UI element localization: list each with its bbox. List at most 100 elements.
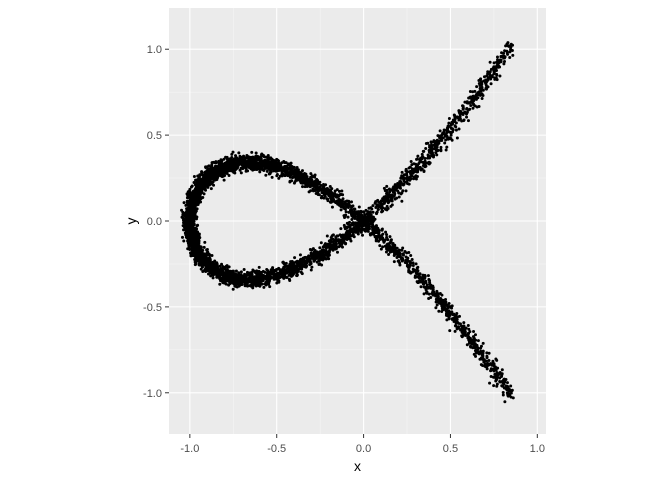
scatter-point xyxy=(249,163,252,166)
scatter-point xyxy=(478,351,481,354)
scatter-point xyxy=(467,119,470,122)
scatter-point xyxy=(367,230,370,233)
scatter-point xyxy=(385,185,388,188)
scatter-point xyxy=(455,312,458,315)
scatter-point xyxy=(343,216,346,219)
scatter-point xyxy=(308,259,311,262)
scatter-point xyxy=(283,265,286,268)
scatter-point xyxy=(275,174,278,177)
scatter-point xyxy=(263,160,266,163)
scatter-point xyxy=(245,283,248,286)
scatter-point xyxy=(320,196,323,199)
scatter-point xyxy=(301,185,304,188)
scatter-point xyxy=(231,271,234,274)
scatter-point xyxy=(294,264,297,267)
scatter-point xyxy=(196,199,199,202)
scatter-point xyxy=(252,162,255,165)
scatter-point xyxy=(508,393,511,396)
scatter-point xyxy=(198,176,201,179)
scatter-point xyxy=(429,296,432,299)
scatter-point xyxy=(291,274,294,277)
scatter-point xyxy=(495,376,498,379)
scatter-point xyxy=(370,221,373,224)
scatter-point xyxy=(236,161,239,164)
scatter-point xyxy=(252,270,255,273)
scatter-point xyxy=(430,149,433,152)
scatter-point xyxy=(255,270,258,273)
scatter-point xyxy=(440,139,443,142)
scatter-point xyxy=(426,284,429,287)
scatter-point xyxy=(184,204,187,207)
scatter-point xyxy=(353,215,356,218)
scatter-point xyxy=(485,87,488,90)
scatter-point xyxy=(378,238,381,241)
scatter-point xyxy=(431,155,434,158)
scatter-point xyxy=(406,179,409,182)
scatter-point xyxy=(232,288,235,291)
scatter-point xyxy=(478,358,481,361)
scatter-point xyxy=(203,192,206,195)
scatter-point xyxy=(324,183,327,186)
scatter-point xyxy=(285,271,288,274)
scatter-point xyxy=(380,207,383,210)
scatter-point xyxy=(375,238,378,241)
scatter-point xyxy=(201,196,204,199)
scatter-point xyxy=(384,231,387,234)
scatter-point xyxy=(276,272,279,275)
scatter-point xyxy=(187,228,190,231)
scatter-point xyxy=(289,169,292,172)
scatter-point xyxy=(485,360,488,363)
scatter-point xyxy=(204,181,207,184)
scatter-point xyxy=(255,157,258,160)
scatter-point xyxy=(282,161,285,164)
scatter-point xyxy=(282,262,285,265)
scatter-point xyxy=(197,203,200,206)
scatter-point xyxy=(470,96,473,99)
scatter-point xyxy=(269,157,272,160)
scatter-point xyxy=(292,267,295,270)
scatter-point xyxy=(183,201,186,204)
scatter-point xyxy=(218,274,221,277)
scatter-point xyxy=(435,142,438,145)
scatter-point xyxy=(348,233,351,236)
scatter-point xyxy=(198,252,201,255)
scatter-point xyxy=(480,86,483,89)
scatter-point xyxy=(300,267,303,270)
scatter-point xyxy=(423,292,426,295)
scatter-point xyxy=(424,160,427,163)
scatter-point xyxy=(463,111,466,114)
scatter-point xyxy=(428,144,431,147)
scatter-point xyxy=(249,279,252,282)
scatter-point xyxy=(475,85,478,88)
scatter-point xyxy=(436,134,439,137)
scatter-point xyxy=(287,173,290,176)
scatter-point xyxy=(506,53,509,56)
scatter-point xyxy=(454,125,457,128)
scatter-point xyxy=(337,238,340,241)
scatter-point xyxy=(418,276,421,279)
scatter-point xyxy=(289,267,292,270)
scatter-point xyxy=(231,275,234,278)
scatter-point xyxy=(455,129,458,132)
scatter-point xyxy=(344,242,347,245)
scatter-point xyxy=(331,206,334,209)
scatter-point xyxy=(440,310,443,313)
scatter-point xyxy=(422,276,425,279)
scatter-point xyxy=(489,61,492,64)
scatter-point xyxy=(247,157,250,160)
scatter-point xyxy=(429,287,432,290)
scatter-point xyxy=(250,151,253,154)
scatter-point xyxy=(258,170,261,173)
scatter-point xyxy=(473,90,476,93)
scatter-point xyxy=(326,187,329,190)
scatter-point xyxy=(386,189,389,192)
scatter-point xyxy=(504,55,507,58)
scatter-point xyxy=(298,171,301,174)
scatter-point xyxy=(418,273,421,276)
scatter-point xyxy=(343,224,346,227)
scatter-point xyxy=(235,270,238,273)
scatter-point xyxy=(266,157,269,160)
scatter-point xyxy=(314,251,317,254)
scatter-point xyxy=(421,153,424,156)
scatter-point xyxy=(361,234,364,237)
